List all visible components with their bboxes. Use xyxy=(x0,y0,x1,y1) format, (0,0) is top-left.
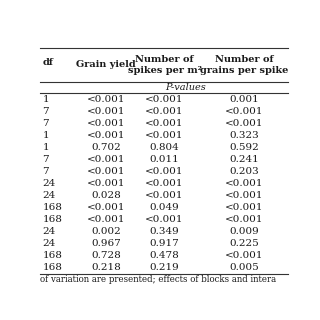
Text: <0.001: <0.001 xyxy=(87,131,125,140)
Text: 0.203: 0.203 xyxy=(229,167,259,176)
Text: 0.728: 0.728 xyxy=(92,251,121,260)
Text: <0.001: <0.001 xyxy=(87,155,125,164)
Text: <0.001: <0.001 xyxy=(145,191,184,200)
Text: 0.478: 0.478 xyxy=(150,251,180,260)
Text: <0.001: <0.001 xyxy=(87,167,125,176)
Text: 7: 7 xyxy=(43,155,49,164)
Text: 0.917: 0.917 xyxy=(150,239,180,248)
Text: 1: 1 xyxy=(43,131,49,140)
Text: <0.001: <0.001 xyxy=(225,119,263,128)
Text: 168: 168 xyxy=(43,263,62,272)
Text: 1: 1 xyxy=(43,95,49,104)
Text: 7: 7 xyxy=(43,119,49,128)
Text: 24: 24 xyxy=(43,179,56,188)
Text: <0.001: <0.001 xyxy=(87,203,125,212)
Text: 1: 1 xyxy=(43,143,49,152)
Text: Grain yield: Grain yield xyxy=(76,60,136,69)
Text: 0.241: 0.241 xyxy=(229,155,259,164)
Text: 0.219: 0.219 xyxy=(150,263,180,272)
Text: <0.001: <0.001 xyxy=(225,203,263,212)
Text: 168: 168 xyxy=(43,215,62,224)
Text: of variation are presented; effects of blocks and intera: of variation are presented; effects of b… xyxy=(40,275,276,284)
Text: <0.001: <0.001 xyxy=(145,131,184,140)
Text: <0.001: <0.001 xyxy=(225,251,263,260)
Text: 24: 24 xyxy=(43,191,56,200)
Text: <0.001: <0.001 xyxy=(145,215,184,224)
Text: <0.001: <0.001 xyxy=(225,191,263,200)
Text: <0.001: <0.001 xyxy=(225,107,263,116)
Text: 0.323: 0.323 xyxy=(229,131,259,140)
Text: 0.592: 0.592 xyxy=(229,143,259,152)
Text: <0.001: <0.001 xyxy=(145,107,184,116)
Text: 0.804: 0.804 xyxy=(150,143,180,152)
Text: 0.049: 0.049 xyxy=(150,203,180,212)
Text: <0.001: <0.001 xyxy=(225,179,263,188)
Text: <0.001: <0.001 xyxy=(87,95,125,104)
Text: Number of
spikes per m²: Number of spikes per m² xyxy=(128,55,202,75)
Text: <0.001: <0.001 xyxy=(145,95,184,104)
Text: 168: 168 xyxy=(43,251,62,260)
Text: <0.001: <0.001 xyxy=(87,179,125,188)
Text: 7: 7 xyxy=(43,167,49,176)
Text: <0.001: <0.001 xyxy=(87,119,125,128)
Text: Number of
grains per spike: Number of grains per spike xyxy=(200,55,288,75)
Text: <0.001: <0.001 xyxy=(87,107,125,116)
Text: 0.028: 0.028 xyxy=(92,191,121,200)
Text: 7: 7 xyxy=(43,107,49,116)
Text: 0.225: 0.225 xyxy=(229,239,259,248)
Text: 0.001: 0.001 xyxy=(229,95,259,104)
Text: 0.009: 0.009 xyxy=(229,227,259,236)
Text: 24: 24 xyxy=(43,239,56,248)
Text: 168: 168 xyxy=(43,203,62,212)
Text: <0.001: <0.001 xyxy=(225,215,263,224)
Text: 0.967: 0.967 xyxy=(92,239,121,248)
Text: P-values: P-values xyxy=(165,83,206,92)
Text: <0.001: <0.001 xyxy=(145,119,184,128)
Text: 0.002: 0.002 xyxy=(92,227,121,236)
Text: 24: 24 xyxy=(43,227,56,236)
Text: <0.001: <0.001 xyxy=(145,167,184,176)
Text: 0.218: 0.218 xyxy=(92,263,121,272)
Text: 0.702: 0.702 xyxy=(92,143,121,152)
Text: 0.005: 0.005 xyxy=(229,263,259,272)
Text: 0.011: 0.011 xyxy=(150,155,180,164)
Text: df: df xyxy=(43,58,53,67)
Text: <0.001: <0.001 xyxy=(87,215,125,224)
Text: <0.001: <0.001 xyxy=(145,179,184,188)
Text: 0.349: 0.349 xyxy=(150,227,180,236)
